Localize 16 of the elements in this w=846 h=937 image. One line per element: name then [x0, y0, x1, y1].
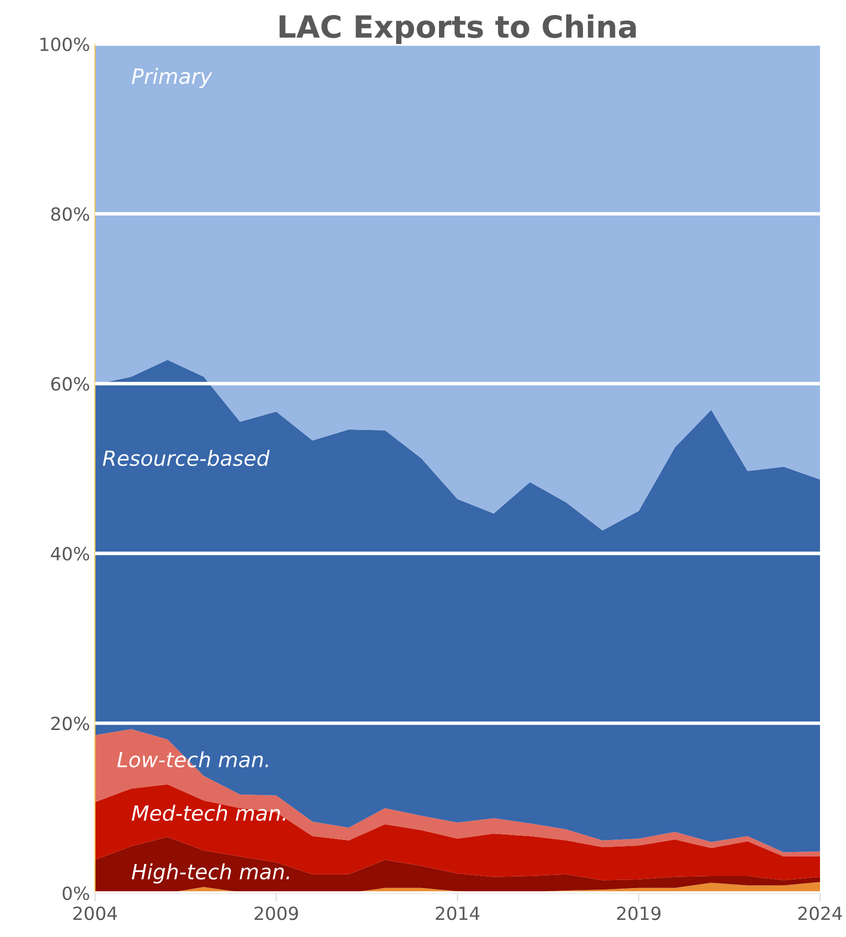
series-label: Primary: [132, 68, 212, 88]
series-label: Resource-based: [102, 450, 270, 466]
series-label: High-tech man.: [132, 863, 290, 884]
x-tick-label: 2019: [617, 906, 660, 920]
x-tick-label: 2024: [798, 906, 842, 920]
x-tick-label: 2004: [73, 906, 117, 920]
series-label: Med-tech man.: [132, 804, 286, 821]
x-tick-label: 2014: [436, 906, 480, 920]
y-tick-label: 100%: [40, 37, 90, 52]
y-tick-label: 60%: [51, 377, 90, 391]
chart-title: LAC Exports to China: [280, 14, 636, 44]
y-tick-label: 80%: [51, 207, 90, 221]
x-tick-label: 2009: [254, 906, 298, 920]
y-tick-label: 0%: [62, 886, 90, 900]
y-tick-label: 40%: [50, 546, 90, 561]
y-tick-label: 20%: [51, 716, 90, 730]
